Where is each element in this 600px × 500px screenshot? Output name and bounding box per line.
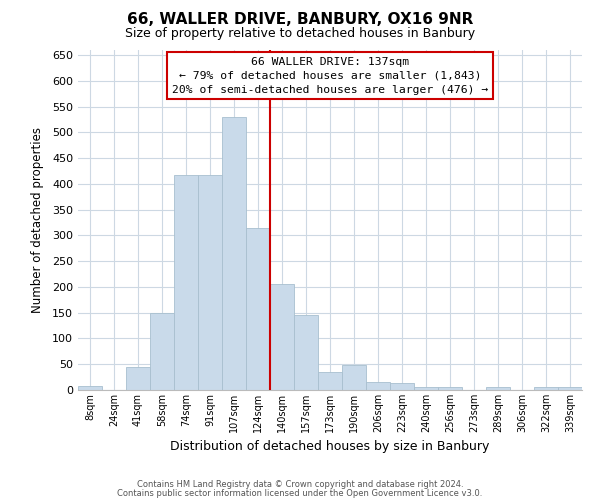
Bar	[414, 388, 438, 390]
Bar	[198, 175, 222, 390]
Bar	[294, 316, 318, 390]
Y-axis label: Number of detached properties: Number of detached properties	[31, 127, 44, 313]
Text: Size of property relative to detached houses in Banbury: Size of property relative to detached ho…	[125, 28, 475, 40]
Bar	[438, 388, 462, 390]
Text: Contains HM Land Registry data © Crown copyright and database right 2024.: Contains HM Land Registry data © Crown c…	[137, 480, 463, 489]
Text: 66, WALLER DRIVE, BANBURY, OX16 9NR: 66, WALLER DRIVE, BANBURY, OX16 9NR	[127, 12, 473, 28]
Bar	[126, 367, 150, 390]
Bar	[78, 386, 102, 390]
Bar	[270, 284, 294, 390]
Text: 66 WALLER DRIVE: 137sqm
← 79% of detached houses are smaller (1,843)
20% of semi: 66 WALLER DRIVE: 137sqm ← 79% of detache…	[172, 57, 488, 95]
Bar	[342, 366, 366, 390]
Bar	[366, 382, 390, 390]
Bar	[486, 388, 510, 390]
X-axis label: Distribution of detached houses by size in Banbury: Distribution of detached houses by size …	[170, 440, 490, 454]
Bar	[246, 228, 270, 390]
Bar	[558, 388, 582, 390]
Bar	[318, 372, 342, 390]
Bar	[150, 312, 174, 390]
Bar	[390, 384, 414, 390]
Bar	[174, 175, 198, 390]
Bar	[222, 117, 246, 390]
Text: Contains public sector information licensed under the Open Government Licence v3: Contains public sector information licen…	[118, 489, 482, 498]
Bar	[534, 388, 558, 390]
